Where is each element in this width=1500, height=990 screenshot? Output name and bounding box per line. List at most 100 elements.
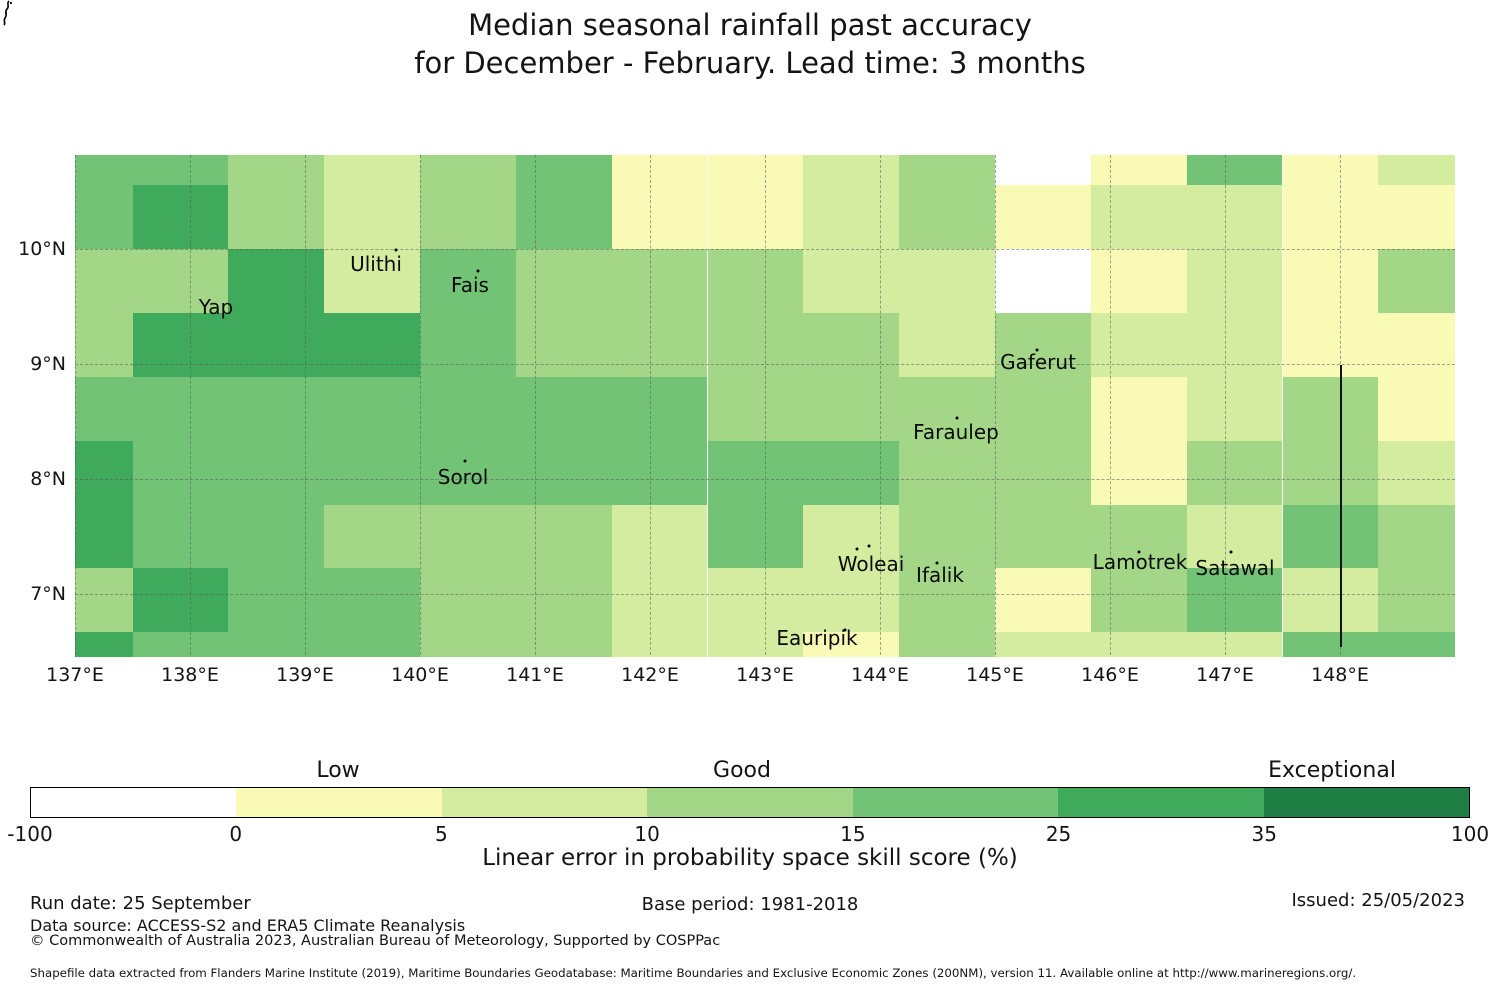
heatmap-cell — [611, 185, 708, 249]
heatmap-cell — [611, 632, 708, 657]
heatmap-cell — [515, 504, 612, 569]
colorbar-tick-label: -100 — [7, 822, 53, 846]
heatmap-cell — [611, 440, 708, 505]
latitude-gridline — [75, 594, 1455, 595]
heatmap-cell — [803, 249, 900, 313]
longitude-gridline — [1110, 155, 1111, 655]
colorbar-tick-label: 35 — [1251, 822, 1278, 846]
heatmap-cell — [611, 376, 708, 441]
heatmap-cell — [324, 376, 420, 441]
heatmap-cell — [324, 185, 420, 249]
issued-date-text: Issued: 25/05/2023 — [1291, 890, 1465, 911]
longitude-gridline — [190, 155, 191, 655]
base-period-text: Base period: 1981-2018 — [641, 894, 859, 915]
heatmap-cell — [324, 632, 420, 657]
heatmap-cell — [995, 568, 1091, 633]
heatmap-cell — [899, 504, 995, 569]
heatmap-cell — [1378, 312, 1455, 377]
heatmap-cell — [995, 504, 1091, 569]
y-axis-tick-label: 10°N — [18, 238, 66, 260]
heatmap-cell — [75, 632, 133, 657]
heatmap-cell — [995, 376, 1091, 441]
x-axis-tick-label: 143°E — [736, 664, 794, 686]
heatmap-cell — [228, 568, 325, 633]
heatmap-cell — [1282, 632, 1379, 657]
heatmap-cell — [132, 376, 229, 441]
heatmap-cell — [1282, 185, 1379, 249]
heatmap-cell — [803, 154, 900, 186]
heatmap-cell — [132, 632, 229, 657]
heatmap-cell — [132, 312, 229, 377]
heatmap-cell — [1186, 376, 1283, 441]
heatmap-cell — [899, 185, 995, 249]
heatmap-cell — [75, 376, 133, 441]
heatmap-cell — [899, 632, 995, 657]
island-marker-dot — [867, 544, 871, 548]
y-axis-tick-label: 7°N — [30, 583, 66, 605]
data-source-text: Data source: ACCESS-S2 and ERA5 Climate … — [30, 916, 466, 935]
heatmap-cell — [132, 154, 229, 186]
heatmap-cell — [1282, 440, 1379, 505]
heatmap-cell — [75, 440, 133, 505]
heatmap-cell — [803, 504, 900, 569]
heatmap-cell — [420, 154, 516, 186]
heatmap-cell — [420, 312, 516, 377]
heatmap-cell — [995, 154, 1091, 186]
heatmap-cell — [515, 440, 612, 505]
x-axis-tick-label: 146°E — [1081, 664, 1139, 686]
colorbar-axis-label: Linear error in probability space skill … — [482, 845, 1018, 871]
heatmap-cell — [995, 312, 1091, 377]
island-label: Sorol — [437, 465, 489, 489]
island-marker-dot — [855, 547, 859, 551]
heatmap-cell — [1090, 632, 1187, 657]
heatmap-cell — [324, 440, 420, 505]
heatmap-cell — [420, 249, 516, 313]
heatmap-cell — [1186, 185, 1283, 249]
heatmap-cell — [132, 249, 229, 313]
heatmap-cell — [1282, 154, 1379, 186]
heatmap-cell — [1282, 376, 1379, 441]
heatmap-cell — [228, 376, 325, 441]
heatmap-cell — [228, 632, 325, 657]
heatmap-cell — [75, 504, 133, 569]
colorbar-segment — [1058, 788, 1264, 817]
heatmap-cell — [899, 568, 995, 633]
heatmap-cell — [1186, 154, 1283, 186]
island-marker-dot — [476, 269, 480, 273]
heatmap-cell — [707, 154, 804, 186]
island-label: Yap — [198, 295, 234, 319]
heatmap-cell — [1090, 440, 1187, 505]
heatmap-cell — [1378, 376, 1455, 441]
heatmap-cell — [324, 568, 420, 633]
island-label: Gaferut — [1000, 350, 1076, 374]
heatmap-cell — [228, 185, 325, 249]
copyright-text: © Commonwealth of Australia 2023, Austra… — [30, 933, 721, 949]
heatmap-cell — [1186, 440, 1283, 505]
heatmap-cell — [707, 568, 804, 633]
heatmap-cell — [420, 504, 516, 569]
heatmap-cell — [420, 440, 516, 505]
colorbar-quality-label: Good — [713, 758, 771, 783]
heatmap-cell — [1378, 568, 1455, 633]
colorbar-quality-label: Low — [316, 758, 360, 783]
island-marker-dot — [1035, 348, 1039, 352]
heatmap-cell — [1090, 504, 1187, 569]
heatmap-cell — [420, 632, 516, 657]
heatmap-cell — [611, 249, 708, 313]
heatmap-cell — [803, 312, 900, 377]
heatmap-cell — [1378, 249, 1455, 313]
longitude-gridline — [765, 155, 766, 655]
heatmap-cell — [324, 312, 420, 377]
longitude-gridline — [535, 155, 536, 655]
heatmap-cell — [228, 312, 325, 377]
colorbar-tick-label: 10 — [634, 822, 660, 846]
heatmap-cell — [1378, 632, 1455, 657]
heatmap-cell — [75, 185, 133, 249]
heatmap-cell — [707, 632, 804, 657]
heatmap-cell — [803, 185, 900, 249]
heatmap-cell — [611, 504, 708, 569]
longitude-gridline — [880, 155, 881, 655]
heatmap-cell — [803, 376, 900, 441]
x-axis-tick-label: 142°E — [621, 664, 679, 686]
colorbar-tick-label: 5 — [435, 822, 448, 846]
